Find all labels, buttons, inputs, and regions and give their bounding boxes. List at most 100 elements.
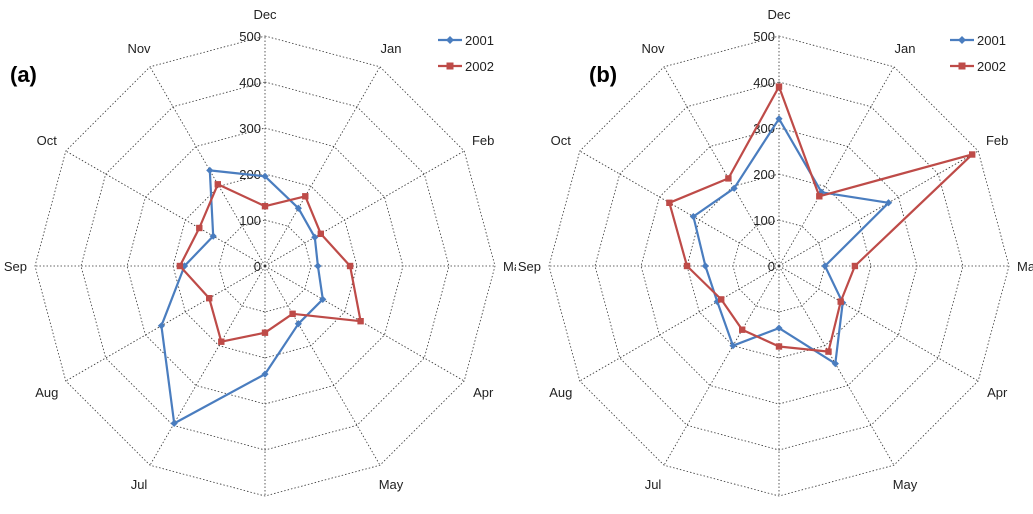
category-label: Jul (645, 477, 662, 492)
category-label: Aug (549, 385, 572, 400)
grid-spoke (778, 265, 979, 382)
category-label: Oct (37, 133, 58, 148)
grid-spoke (778, 66, 895, 267)
data-point-2001 (314, 262, 322, 270)
grid-ring (548, 35, 1010, 497)
grid-spoke (579, 150, 780, 267)
category-label: Jan (895, 41, 916, 56)
radial-tick-label: 0 (768, 259, 775, 274)
data-point-2001 (884, 199, 893, 207)
radial-tick-label: 100 (753, 213, 775, 228)
radial-tick-label: 100 (239, 213, 261, 228)
data-point-2002 (196, 224, 203, 232)
data-point-2002 (683, 262, 691, 270)
radar-chart-b: Dec Jan Feb Mar Apr May Jun Jul Aug Sep Oct Nov 0 100… (517, 0, 1033, 514)
category-label: Dec (767, 7, 791, 22)
data-point-2001 (261, 370, 269, 378)
data-point-2001 (701, 262, 709, 270)
data-point-2002 (725, 175, 732, 182)
panel-label: (a) (10, 62, 37, 87)
radial-tick-label: 400 (239, 75, 261, 90)
data-point-2002 (289, 310, 296, 317)
radar-chart-a: Dec Jan Feb Mar Apr May Jun Jul Aug Sep Oct Nov 0 100… (0, 0, 516, 514)
category-label: Jun (769, 511, 790, 514)
category-label: Nov (127, 41, 151, 56)
category-label: Jul (131, 477, 148, 492)
data-point-2002 (357, 318, 364, 325)
data-point-2001 (294, 320, 302, 328)
category-label: Jun (255, 511, 276, 514)
category-label: May (893, 477, 918, 492)
data-point-2001 (319, 295, 327, 303)
data-point-2001 (170, 419, 178, 427)
data-point-2002 (775, 343, 783, 350)
radial-tick-label: 0 (254, 259, 261, 274)
data-point-2002 (317, 230, 324, 237)
radial-tick-label: 200 (753, 167, 775, 182)
data-point-2001 (157, 322, 166, 330)
grid-ring (594, 81, 964, 451)
data-point-2002 (739, 326, 746, 333)
legend-label-2001: 2001 (977, 33, 1006, 48)
legend-marker-2001 (958, 36, 966, 44)
data-point-2001 (729, 342, 737, 350)
data-point-2001 (689, 212, 697, 221)
data-point-2002 (837, 298, 844, 305)
grid-ring (34, 35, 496, 497)
category-label: Mar (503, 259, 516, 274)
data-point-2001 (294, 204, 302, 212)
data-point-2002 (851, 262, 859, 270)
radial-tick-label: 500 (753, 29, 775, 44)
series-line-2002 (178, 183, 362, 343)
legend-marker-2002 (958, 62, 966, 70)
data-point-2001 (209, 232, 217, 240)
category-label: Apr (987, 385, 1008, 400)
data-point-2002 (825, 348, 832, 355)
grid-spoke (579, 265, 780, 382)
data-point-2002 (218, 338, 225, 345)
data-point-2002 (261, 329, 269, 336)
radar-svg-b: Dec Jan Feb Mar Apr May Jun Jul Aug Sep Oct Nov 0 100… (518, 7, 1033, 514)
category-label: Oct (551, 133, 572, 148)
legend-marker-2002 (446, 62, 454, 70)
data-point-2002 (261, 203, 269, 210)
data-point-2002 (969, 151, 976, 158)
series-line-2001 (692, 117, 890, 365)
category-label: Feb (986, 133, 1008, 148)
data-point-2002 (346, 262, 354, 270)
category-label: Dec (253, 7, 277, 22)
data-point-2001 (206, 166, 214, 174)
data-point-2002 (214, 181, 221, 188)
radial-tick-label: 400 (753, 75, 775, 90)
grid-ring (80, 81, 450, 451)
panel-label: (b) (589, 62, 617, 87)
category-label: Sep (518, 259, 541, 274)
data-point-2002 (718, 296, 725, 303)
data-point-2001 (775, 324, 783, 332)
data-point-2001 (821, 262, 829, 270)
grid-spoke (663, 265, 780, 466)
legend-label-2001: 2001 (465, 33, 494, 48)
legend-label-2002: 2002 (465, 59, 494, 74)
category-label: Aug (35, 385, 58, 400)
series-line-2002 (668, 85, 974, 353)
grid-spoke (264, 265, 465, 382)
radial-tick-label: 300 (239, 121, 261, 136)
category-label: Feb (472, 133, 494, 148)
radar-svg-a: Dec Jan Feb Mar Apr May Jun Jul Aug Sep Oct Nov 0 100… (4, 7, 516, 514)
data-point-2001 (775, 115, 783, 123)
data-point-2002 (302, 193, 309, 200)
category-label: Apr (473, 385, 494, 400)
category-label: Jan (381, 41, 402, 56)
grid-spoke (264, 150, 465, 267)
data-point-2002 (816, 193, 823, 200)
data-point-2001 (311, 233, 319, 241)
legend-marker-2001 (446, 36, 454, 44)
data-point-2002 (775, 83, 783, 90)
category-label: Sep (4, 259, 27, 274)
grid-spoke (65, 150, 266, 267)
data-point-2002 (176, 262, 184, 270)
radial-tick-label: 500 (239, 29, 261, 44)
data-point-2001 (261, 172, 269, 180)
category-label: Mar (1017, 259, 1033, 274)
